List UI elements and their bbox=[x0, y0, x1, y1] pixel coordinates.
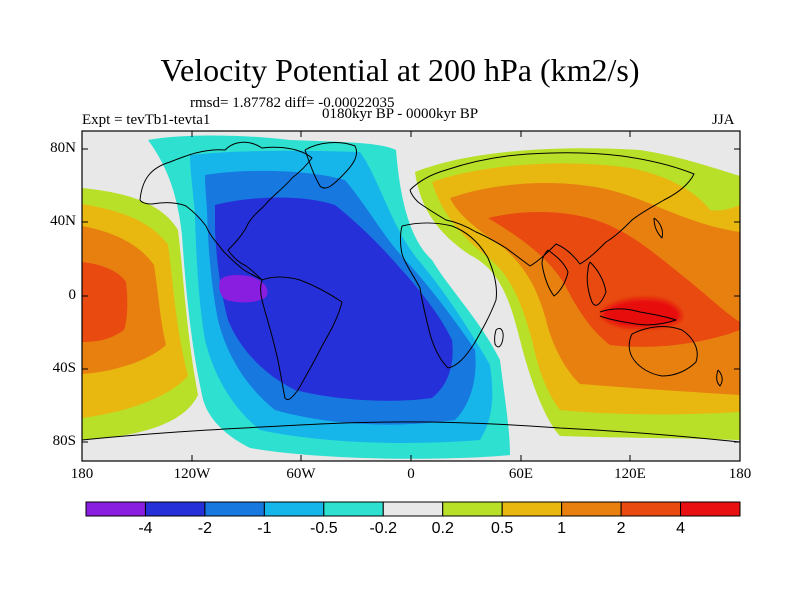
lat-label-80n: 80N bbox=[50, 140, 76, 156]
japan-outline bbox=[653, 217, 663, 239]
antarctica-outline bbox=[82, 421, 740, 443]
colorbar-swatch bbox=[382, 501, 444, 517]
colorbar bbox=[85, 501, 741, 517]
lat-label-40s: 40S bbox=[52, 360, 76, 376]
colorbar-label: 0.5 bbox=[491, 520, 514, 537]
plot-title: Velocity Potential at 200 hPa (km2/s) bbox=[160, 52, 640, 88]
lon-label-60e: 60E bbox=[508, 466, 534, 482]
indonesia-outline bbox=[599, 308, 677, 326]
lat-label-40n: 40N bbox=[50, 213, 76, 229]
colorbar-label: 1 bbox=[557, 520, 567, 537]
asia-positive-4 bbox=[601, 298, 682, 328]
new-zealand-outline bbox=[716, 369, 723, 387]
colorbar-label: 4 bbox=[676, 520, 685, 537]
south-america-outline bbox=[260, 276, 343, 401]
atlantic-negative-2 bbox=[215, 197, 453, 401]
period-label: 0180kyr BP - 0000kyr BP bbox=[322, 106, 479, 122]
colorbar-label: 2 bbox=[616, 520, 626, 537]
eurasia-outline bbox=[409, 152, 695, 267]
australia-outline bbox=[628, 326, 698, 377]
lon-label-0: 0 bbox=[407, 466, 415, 482]
lon-label-120e: 120E bbox=[614, 466, 646, 482]
colorbar-swatch bbox=[680, 501, 741, 517]
contour-field bbox=[82, 131, 740, 461]
lat-label-80s: 80S bbox=[52, 433, 76, 449]
lat-label-0: 0 bbox=[68, 287, 77, 303]
colorbar-label: -0.2 bbox=[369, 520, 398, 537]
lon-label-120w: 120W bbox=[173, 466, 211, 482]
colorbar-label: -2 bbox=[197, 520, 213, 537]
north-america-outline bbox=[139, 141, 313, 281]
colorbar-label: -1 bbox=[257, 520, 272, 537]
lon-label-60w: 60W bbox=[286, 466, 316, 482]
colorbar-label: 0.2 bbox=[431, 520, 454, 537]
colorbar-swatch bbox=[501, 501, 563, 517]
colorbar-swatch bbox=[442, 501, 503, 517]
colorbar-swatch bbox=[561, 501, 622, 517]
madagascar-outline bbox=[494, 327, 504, 348]
colorbar-swatch bbox=[204, 501, 265, 517]
colorbar-swatch bbox=[85, 501, 146, 517]
colorbar-swatch bbox=[620, 501, 682, 517]
india-outline bbox=[541, 249, 569, 297]
westpac-positive-2 bbox=[82, 262, 128, 342]
africa-outline bbox=[400, 222, 497, 369]
atlantic-negative-4 bbox=[219, 275, 268, 303]
experiment-label: Expt = tevTb1-tevta1 bbox=[82, 112, 211, 128]
colorbar-label: -4 bbox=[138, 520, 153, 537]
season-label: JJA bbox=[712, 112, 735, 128]
colorbar-swatch bbox=[323, 501, 384, 517]
southeast-asia-outline bbox=[586, 261, 607, 306]
lon-label-180w: 180 bbox=[70, 466, 94, 482]
lon-label-180e: 180 bbox=[728, 466, 752, 482]
colorbar-swatch bbox=[263, 501, 325, 517]
colorbar-swatch bbox=[144, 501, 206, 517]
greenland-outline bbox=[304, 142, 357, 189]
coastlines bbox=[82, 141, 740, 443]
stats-line: rmsd= 1.87782 diff= -0.00022035 bbox=[190, 95, 395, 111]
axis-ticks bbox=[82, 131, 740, 461]
colorbar-label: -0.5 bbox=[310, 520, 338, 537]
